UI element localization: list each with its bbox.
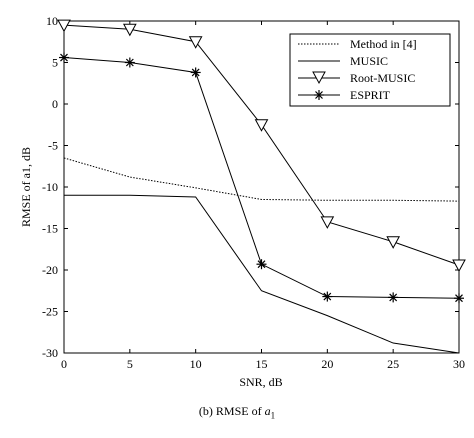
x-tick-label: 15 (256, 357, 268, 371)
y-tick-label: -5 (48, 139, 58, 153)
point-marker-asterisk (454, 293, 464, 304)
x-tick-label: 30 (453, 357, 465, 371)
point-marker-triangle (452, 259, 466, 273)
x-tick-label: 0 (61, 357, 67, 371)
point-marker-asterisk (59, 52, 69, 63)
y-tick-label: 5 (52, 56, 58, 70)
point-marker-triangle (188, 36, 203, 49)
x-tick-label: 10 (190, 357, 202, 371)
point-marker-triangle (320, 216, 335, 229)
point-marker-triangle (57, 19, 71, 33)
axis-ticks: 0 5 10 15 20 25 30 10 5 0 -5 -10 -15 -20 -25 -30 (42, 14, 465, 371)
legend-label-method4: Method in [4] (350, 37, 417, 51)
y-axis-label: RMSE of a1, dB (19, 147, 33, 227)
y-tick-label: -30 (42, 346, 58, 360)
caption-prefix: (b) RMSE of (198, 404, 265, 418)
series-line-method-in-4 (63, 157, 460, 202)
legend-label-root-music: Root-MUSIC (350, 71, 415, 85)
legend-box (289, 33, 451, 107)
y-tick-label: -15 (42, 222, 58, 236)
point-marker-triangle (122, 23, 137, 37)
legend-marker-triangle-down (312, 71, 326, 85)
y-tick-label: -10 (42, 180, 58, 194)
rmse-chart: 0 5 10 15 20 25 30 10 5 0 -5 -10 -15 -20 -25 -30 SNR, d… (19, 14, 466, 389)
y-tick-label: 10 (46, 14, 58, 28)
point-marker-asterisk (388, 292, 399, 303)
point-marker-asterisk (124, 57, 135, 68)
caption-symbol: a (264, 404, 271, 418)
legend-label-esprit: ESPRIT (350, 88, 391, 102)
figure-caption: (b) RMSE of a1 (0, 404, 474, 420)
series-line-music (64, 194, 460, 354)
point-marker-triangle (386, 236, 401, 249)
y-tick-label: -25 (42, 305, 58, 319)
caption-subscript: 1 (270, 410, 276, 421)
legend-marker-asterisk (314, 90, 324, 100)
x-tick-label: 20 (321, 357, 333, 371)
y-tick-label: 0 (52, 97, 58, 111)
x-axis-label: SNR, dB (239, 375, 282, 389)
series-layer (57, 19, 466, 354)
legend: Method in [4] MUSIC Root-MUSIC ESPRIT (289, 33, 451, 107)
x-tick-label: 5 (127, 357, 133, 371)
point-marker-triangle (254, 119, 269, 132)
point-marker-asterisk (190, 67, 201, 78)
point-marker-asterisk (322, 291, 333, 302)
x-tick-label: 25 (387, 357, 399, 371)
legend-label-music: MUSIC (350, 54, 388, 68)
point-marker-asterisk (256, 259, 267, 270)
y-tick-label: -20 (42, 263, 58, 277)
